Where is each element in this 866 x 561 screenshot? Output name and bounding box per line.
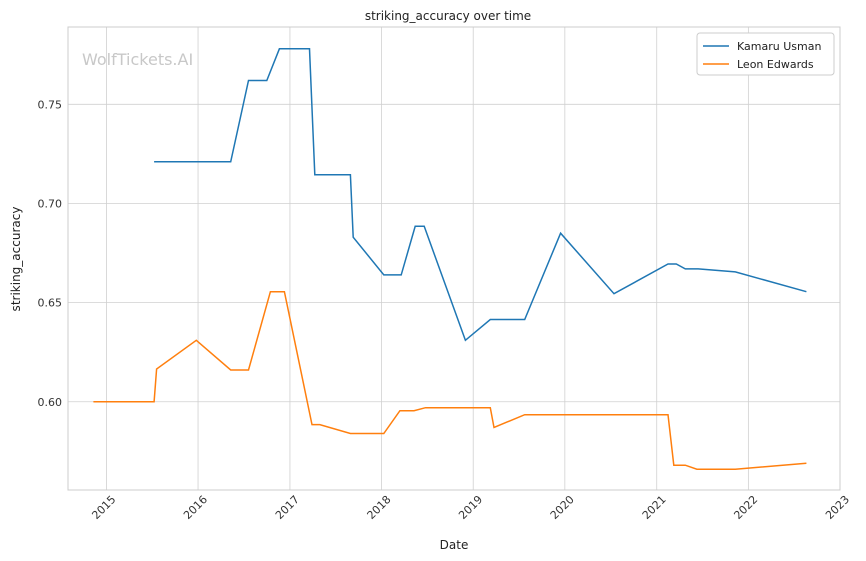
y-tick-labels: 0.60 0.65 0.70 0.75 — [38, 98, 63, 408]
legend-label: Leon Edwards — [737, 58, 814, 71]
x-tick-label: 2020 — [548, 493, 577, 522]
y-tick-label: 0.60 — [38, 396, 63, 409]
x-tick-labels: 2015 2016 2017 2018 2019 2020 2021 2022 2023 — [89, 493, 852, 522]
series-line-0 — [154, 48, 807, 342]
x-axis-label: Date — [440, 538, 469, 552]
y-tick-label: 0.70 — [38, 197, 63, 210]
y-axis-label: striking_accuracy — [9, 207, 23, 312]
y-tick-label: 0.65 — [38, 297, 63, 310]
x-tick-label: 2015 — [89, 493, 118, 522]
series-lines — [93, 48, 807, 470]
x-tick-label: 2017 — [273, 493, 302, 522]
x-tick-label: 2019 — [456, 493, 485, 522]
watermark: WolfTickets.AI — [82, 50, 193, 69]
x-tick-label: 2016 — [181, 493, 210, 522]
legend-box — [696, 32, 835, 76]
x-tick-label: 2022 — [731, 493, 760, 522]
x-tick-label: 2018 — [365, 493, 394, 522]
y-tick-label: 0.75 — [38, 98, 63, 111]
legend: Kamaru Usman Leon Edwards — [696, 32, 835, 76]
chart-title: striking_accuracy over time — [365, 9, 531, 23]
plot-frame — [67, 26, 841, 491]
grid — [68, 27, 841, 490]
x-tick-label: 2023 — [823, 493, 852, 522]
legend-label: Kamaru Usman — [737, 40, 821, 53]
series-line-1 — [93, 290, 807, 470]
x-tick-label: 2021 — [640, 493, 669, 522]
